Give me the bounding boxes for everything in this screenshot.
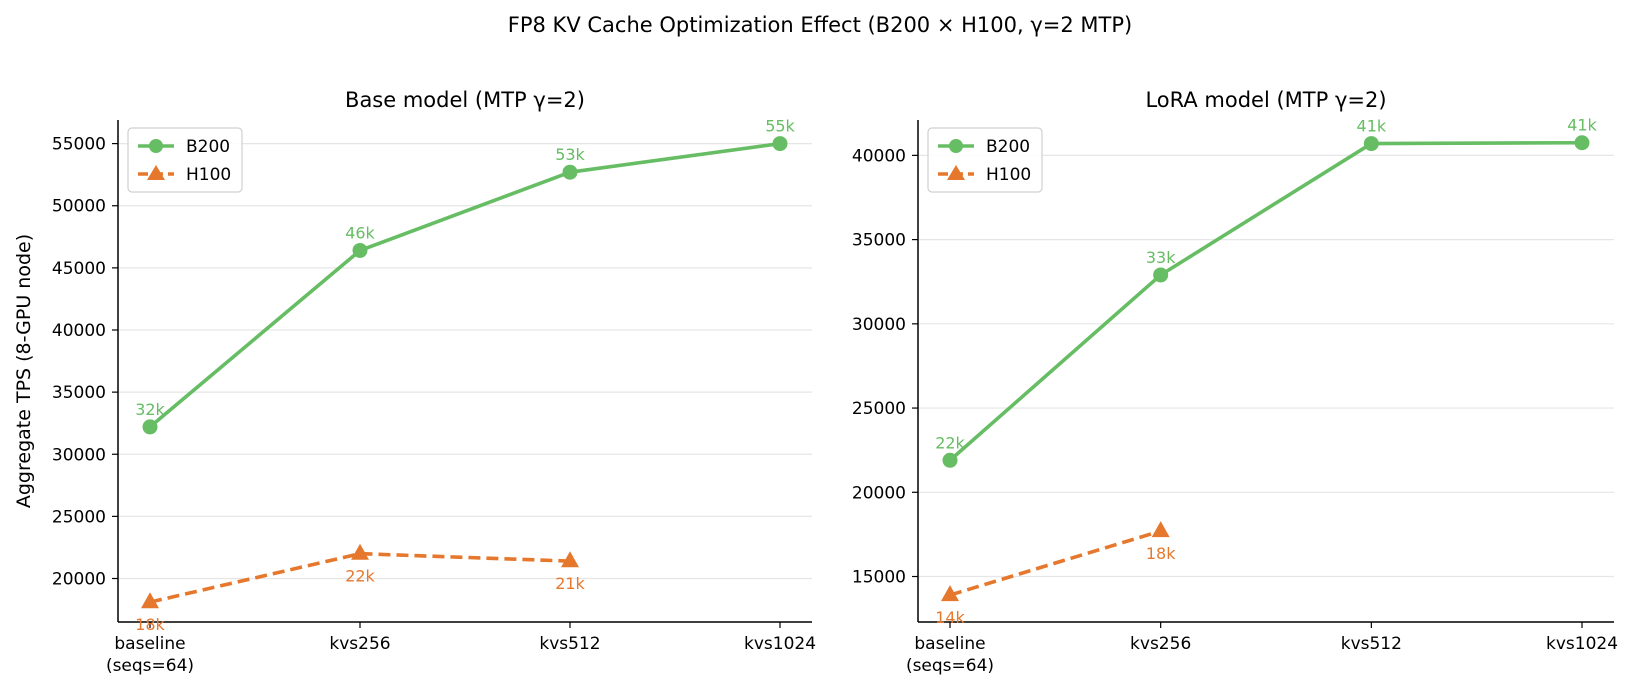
x-tick-label-line: (seqs=64)	[906, 656, 994, 676]
data-label-b200: 55k	[765, 117, 795, 136]
x-tick-label-line: kvs1024	[1546, 634, 1618, 654]
data-point-b200	[352, 242, 368, 258]
chart-panel-2: 15000 20000 25000 30000 35000 40000 baseline (s…	[852, 88, 1618, 676]
data-label-b200: 46k	[345, 223, 375, 242]
series-line-h100	[949, 529, 1162, 597]
series-line-b200	[948, 140, 1583, 462]
legend-label-h100: H100	[186, 165, 231, 185]
x-tick-label-line: (seqs=64)	[106, 656, 194, 676]
y-tick-label: 35000	[52, 383, 106, 403]
x-tick-label-line: baseline	[114, 634, 185, 654]
data-label-h100: 18k	[1146, 544, 1176, 563]
data-point-h100	[141, 592, 159, 609]
x-tick-label: kvs1024	[1546, 634, 1618, 654]
data-point-b200	[562, 164, 578, 180]
legend-label-b200: B200	[986, 137, 1030, 157]
y-tick-label: 35000	[852, 231, 906, 251]
data-point-b200	[142, 419, 158, 435]
x-tick-label-line: kvs512	[1341, 634, 1402, 654]
data-point-b200	[772, 136, 788, 152]
data-point-h100	[561, 551, 579, 568]
x-tick-label-line: kvs512	[539, 634, 600, 654]
panel-title: Base model (MTP γ=2)	[345, 88, 585, 112]
data-point-b200	[1153, 267, 1169, 283]
y-tick-label: 25000	[52, 507, 106, 527]
x-tick-label-line: kvs1024	[744, 634, 816, 654]
x-tick-label-line: kvs256	[1130, 634, 1191, 654]
data-point-b200	[1363, 136, 1379, 152]
y-tick-label: 50000	[52, 197, 106, 217]
x-tick-label: baseline (seqs=64)	[106, 634, 194, 676]
figure-title: FP8 KV Cache Optimization Effect (B200 ×…	[508, 13, 1132, 37]
x-tick-label-line: kvs256	[329, 634, 390, 654]
legend-marker-h100	[147, 165, 165, 180]
legend-marker-b200	[149, 139, 163, 153]
y-tick-label: 15000	[852, 568, 906, 588]
data-label-b200: 22k	[935, 433, 965, 452]
data-label-h100: 21k	[555, 574, 585, 593]
y-tick-label: 40000	[52, 321, 106, 341]
data-point-h100	[1151, 521, 1170, 538]
y-axis-label: Aggregate TPS (8-GPU node)	[13, 234, 35, 508]
data-point-h100	[351, 543, 369, 560]
legend-label-h100: H100	[986, 165, 1031, 185]
panel-title: LoRA model (MTP γ=2)	[1145, 88, 1386, 112]
y-tick-label: 20000	[52, 570, 106, 590]
data-label-b200: 33k	[1146, 248, 1176, 267]
y-tick-label: 40000	[852, 146, 906, 166]
y-tick-label: 20000	[852, 483, 906, 503]
data-label-h100: 14k	[935, 608, 965, 627]
y-tick-label: 55000	[52, 135, 106, 155]
y-tick-label: 25000	[852, 399, 906, 419]
data-point-h100	[941, 585, 959, 602]
y-tick-label: 30000	[52, 445, 106, 465]
data-label-b200: 32k	[135, 400, 165, 419]
y-tick-label: 45000	[52, 259, 106, 279]
data-label-b200: 53k	[555, 145, 585, 164]
data-label-b200: 41k	[1357, 117, 1387, 136]
legend-marker-h100	[947, 165, 965, 180]
legend-marker-b200	[949, 139, 963, 153]
x-tick-label: kvs512	[1341, 634, 1402, 654]
data-label-b200: 41k	[1567, 116, 1597, 135]
data-point-b200	[942, 452, 958, 468]
data-label-h100: 18k	[135, 615, 165, 634]
legend-label-b200: B200	[186, 137, 230, 157]
x-tick-label: kvs256	[329, 634, 390, 654]
x-tick-label: baseline (seqs=64)	[906, 634, 994, 676]
data-point-b200	[1574, 135, 1590, 151]
y-tick-label: 30000	[852, 315, 906, 335]
series-line-b200	[148, 141, 781, 429]
x-tick-label: kvs256	[1130, 634, 1191, 654]
chart-panel-1: 20000 25000 30000 35000 40000 45000 50000 55000…	[13, 88, 816, 676]
x-tick-label: kvs512	[539, 634, 600, 654]
x-tick-label: kvs1024	[744, 634, 816, 654]
data-label-h100: 22k	[345, 567, 375, 586]
x-tick-label-line: baseline	[914, 634, 985, 654]
